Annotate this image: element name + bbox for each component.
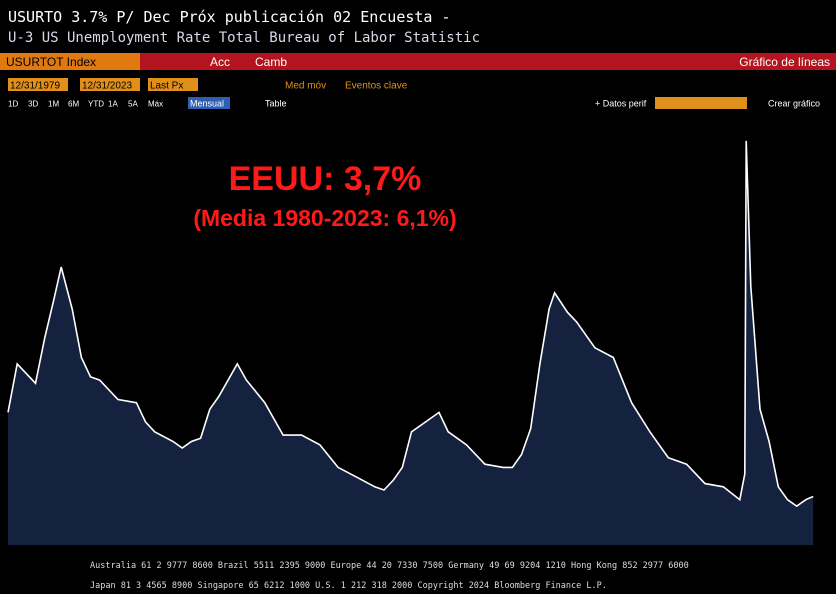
create-chart[interactable]: Crear gráfico: [768, 99, 820, 109]
menu-bar: [0, 53, 836, 70]
footer-line1: Australia 61 2 9777 8600 Brazil 5511 239…: [90, 561, 689, 571]
period-button[interactable]: 5A: [128, 100, 138, 109]
series-line: [7, 140, 814, 508]
annotation-mean: (Media 1980-2023: 6,1%): [193, 205, 456, 231]
start-field[interactable]: [8, 78, 68, 91]
chart-kind[interactable]: Gráfico de líneas: [739, 55, 830, 69]
field-box[interactable]: [148, 78, 198, 91]
field-label: Last Px: [150, 81, 183, 92]
period-button[interactable]: 1M: [48, 100, 59, 109]
frequency: Mensual: [190, 99, 224, 109]
period-button[interactable]: YTD: [88, 100, 104, 109]
menu-actions[interactable]: Acc: [210, 55, 230, 69]
footer-line2: Japan 81 3 4565 8900 Singapore 65 6212 1…: [90, 581, 607, 591]
period-button[interactable]: 6M: [68, 100, 79, 109]
period-buttons: 1D 3D 1M 6M YTD 1A 5A Máx: [8, 100, 163, 109]
plot: [7, 140, 814, 545]
period-button[interactable]: Máx: [148, 100, 163, 109]
moving-avg[interactable]: Med móv: [285, 81, 326, 92]
annotation-main: EEUU: 3,7%: [229, 160, 422, 198]
header-line1: USURTO 3.7% P/ Dec Próx publicación 02 E…: [8, 8, 451, 26]
period-button[interactable]: 3D: [28, 100, 38, 109]
period-button[interactable]: 1D: [8, 100, 18, 109]
add-data[interactable]: + Datos perif: [595, 99, 647, 109]
end-date: 12/31/2023: [82, 81, 132, 92]
index-label: USURTOT Index: [6, 55, 96, 69]
table-button[interactable]: Table: [265, 99, 287, 109]
area-fill: [8, 140, 814, 545]
events[interactable]: Eventos clave: [345, 81, 408, 92]
period-button[interactable]: 1A: [108, 100, 118, 109]
add-data-field[interactable]: [655, 97, 747, 109]
header-line2: U-3 US Unemployment Rate Total Bureau of…: [8, 30, 480, 46]
start-date: 12/31/1979: [10, 81, 60, 92]
frequency-box[interactable]: [188, 97, 230, 109]
menu-change[interactable]: Camb: [255, 55, 287, 69]
index-field[interactable]: [0, 53, 140, 70]
end-field[interactable]: [80, 78, 140, 91]
